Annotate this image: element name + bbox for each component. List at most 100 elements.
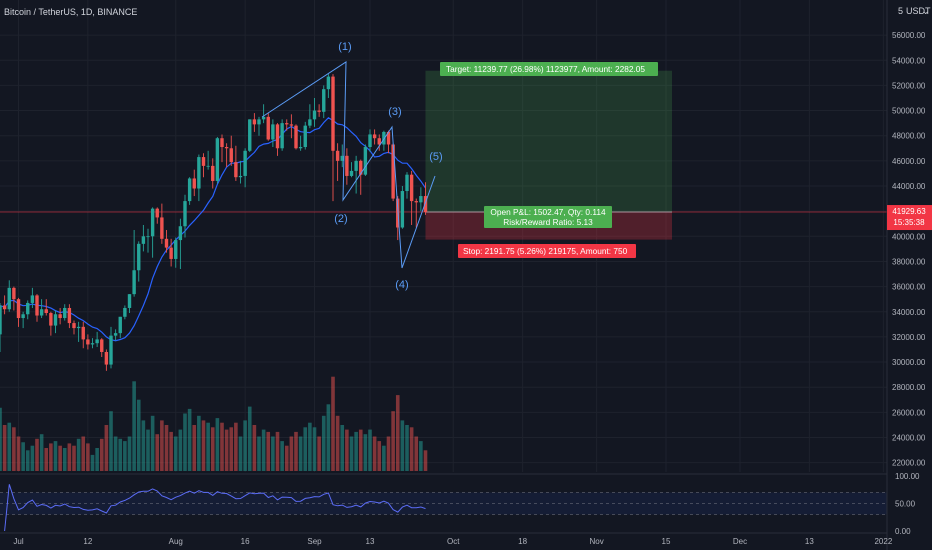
volume-bar [141,420,146,471]
pnl-box[interactable] [484,206,612,228]
volume-bar [409,427,414,471]
elliott-waves[interactable]: (1) (2) (3) (4) (5) [261,41,443,291]
candle [266,113,270,141]
candle [123,305,127,320]
candle [30,287,35,308]
candle [178,218,183,269]
candle [169,238,173,267]
volume-bars [0,376,428,471]
price-axis[interactable]: 56000.00 54000.00 52000.00 50000.00 48000.00… [886,0,932,550]
volume-bar [298,436,303,471]
candle [67,304,72,329]
candles [0,74,428,371]
candle [261,104,266,124]
time-tick-label: Aug [169,537,183,546]
volume-bar [284,445,289,471]
candle [335,143,340,181]
last-price-tag [887,205,932,231]
candle [322,85,326,119]
currency-dropdown-icon[interactable]: ⌄ [922,6,930,16]
volume-bar [257,436,261,471]
candle [368,129,372,153]
volume-bar [331,376,335,471]
volume-bar [30,445,35,471]
volume-bar [12,427,16,471]
candle [81,321,85,349]
candle-countdown: 15:35:38 [893,218,925,227]
rsi-line [4,484,426,532]
candle [118,316,122,339]
candle [317,104,321,117]
candle [58,307,62,325]
wave-path[interactable] [261,61,436,269]
volume-bar [183,413,187,471]
candle [349,162,354,178]
volume-bar [192,425,197,471]
price-tick-label: 32000.00 [892,333,926,342]
volume-bar [187,408,192,471]
stop-label-box[interactable] [458,244,636,258]
candle [326,74,331,98]
price-tick-label: 40000.00 [892,232,926,241]
candle [220,134,224,163]
volume-bar [35,438,39,471]
candle [104,349,109,371]
volume-bar [150,415,155,471]
volume-bar [127,436,132,471]
candle [345,148,349,185]
candle [0,302,2,352]
volume-bar [206,422,210,471]
candle [127,294,132,314]
candle [377,134,381,151]
candle [248,119,252,153]
wave-label[interactable]: (4) [395,279,408,291]
axis-unit: 5 [898,6,903,16]
price-tick-label: 34000.00 [892,308,926,317]
candle [414,198,418,228]
volume-bar [243,420,247,471]
volume-bar [317,436,321,471]
wave-label[interactable]: (2) [334,213,347,225]
volume-bar [58,445,62,471]
candle [183,194,187,238]
volume-bar [197,415,201,471]
volume-bar [340,425,345,471]
volume-bar [368,429,372,471]
position-tool[interactable]: Target: 11239.77 (26.98%) 1123977, Amoun… [0,62,887,258]
target-label: Target: 11239.77 (26.98%) 1123977, Amoun… [446,64,645,74]
candle [386,130,391,154]
volume-bar [308,422,312,471]
candle [141,224,146,252]
candle [280,119,284,151]
volume-bar [377,441,382,471]
wave-label[interactable]: (5) [429,151,442,163]
target-label-box[interactable] [440,62,658,76]
volume-bar [395,395,400,471]
candle [132,230,136,297]
volume-bar [173,436,178,471]
volume-bar [238,436,243,471]
candle [197,154,201,202]
candle [294,124,298,150]
volume-bar [21,442,25,471]
volume-bar [312,427,317,471]
candle [303,121,307,150]
price-tick-label: 30000.00 [892,358,926,367]
volume-bar [335,415,340,471]
target-zone[interactable] [425,70,673,213]
volume-bar [382,445,386,471]
wave-label[interactable]: (1) [338,41,351,53]
rsi-tick-label: 50.00 [895,500,916,509]
price-tick-label: 52000.00 [892,81,926,90]
volume-bar [354,431,358,471]
price-tick-label: 48000.00 [892,132,926,141]
volume-bar [49,443,53,471]
time-axis[interactable]: Jul 12 Aug 16 Sep 13 Oct 18 Nov 15 Dec 13 2022 [0,532,893,546]
wave-label[interactable]: (3) [388,106,401,118]
currency-label[interactable]: USDT [906,6,931,16]
volume-bar [266,431,271,471]
volume-bar [289,436,294,471]
volume-bar [113,436,118,471]
